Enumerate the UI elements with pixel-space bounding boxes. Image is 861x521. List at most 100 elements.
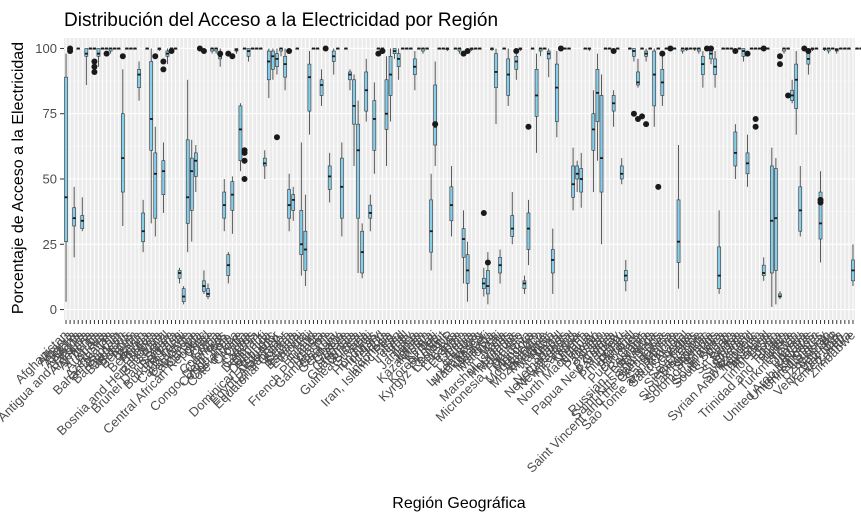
outlier-point — [557, 45, 564, 52]
box — [356, 123, 360, 219]
outlier-point — [667, 45, 674, 52]
box — [599, 95, 604, 193]
box — [676, 199, 681, 263]
box — [185, 139, 190, 224]
y-tick-label: 100 — [35, 41, 57, 56]
box — [262, 157, 267, 167]
outlier-point — [379, 48, 386, 55]
outlier-point — [103, 50, 110, 57]
outlier-point — [91, 68, 98, 75]
box — [461, 228, 466, 258]
box — [348, 71, 352, 81]
outlier-point — [744, 50, 751, 57]
box — [575, 165, 579, 180]
box — [733, 131, 738, 167]
y-axis-title: Porcentaje de Acceso a la Electricidad — [10, 42, 27, 314]
outlier-point — [525, 123, 532, 130]
outlier-point — [480, 209, 487, 216]
outlier-point — [200, 48, 207, 55]
box — [510, 215, 515, 237]
box — [534, 69, 539, 117]
box — [652, 50, 657, 107]
box — [514, 55, 519, 70]
box — [636, 71, 640, 86]
box — [794, 63, 799, 109]
box — [283, 55, 287, 78]
box — [189, 157, 194, 211]
box — [181, 288, 186, 303]
box — [717, 246, 721, 289]
box — [506, 58, 510, 96]
outlier-point — [464, 48, 471, 55]
outlier-point — [67, 48, 74, 55]
box — [818, 191, 823, 240]
box — [96, 48, 101, 57]
box — [149, 61, 154, 151]
outlier-point — [659, 50, 666, 57]
box — [494, 53, 498, 88]
box — [741, 48, 746, 57]
box — [465, 254, 470, 284]
y-tick-label: 50 — [43, 172, 57, 187]
outlier-point — [119, 53, 126, 60]
outlier-point — [785, 92, 792, 99]
outlier-point — [805, 48, 812, 55]
box — [246, 48, 251, 57]
box — [275, 53, 279, 68]
box — [526, 212, 531, 250]
box — [486, 270, 490, 295]
box — [84, 48, 89, 57]
outlier-point — [160, 66, 167, 73]
box — [701, 55, 705, 75]
box — [632, 48, 636, 57]
box — [194, 152, 198, 177]
outlier-point — [217, 50, 224, 57]
outlier-point — [643, 121, 650, 128]
box — [368, 204, 373, 219]
box — [238, 105, 243, 162]
box — [153, 152, 158, 219]
box — [384, 79, 389, 130]
outlier-point — [752, 115, 759, 122]
outlier-point — [241, 176, 248, 182]
box — [591, 113, 596, 151]
box — [761, 264, 766, 276]
box — [619, 165, 624, 180]
box — [327, 165, 332, 190]
box — [352, 79, 356, 125]
box — [709, 50, 713, 60]
outlier-point — [484, 259, 491, 266]
box — [449, 186, 454, 222]
outlier-point — [432, 121, 439, 128]
box — [364, 71, 369, 112]
outlier-point — [241, 149, 248, 156]
box — [396, 53, 401, 68]
box — [161, 160, 166, 195]
box — [522, 280, 527, 289]
box — [72, 207, 76, 227]
outlier-point — [152, 53, 159, 60]
box — [230, 181, 235, 211]
box — [550, 249, 555, 274]
x-axis-title: Región Geográfica — [392, 495, 526, 512]
box — [287, 189, 291, 219]
box — [303, 230, 308, 271]
outlier-point — [91, 58, 98, 65]
box — [433, 84, 437, 146]
box — [571, 165, 575, 198]
box — [388, 55, 393, 96]
box — [372, 100, 377, 151]
outlier-point — [322, 45, 329, 52]
outlier-point — [241, 157, 248, 164]
box — [307, 63, 312, 112]
box — [798, 186, 803, 232]
y-axis: 0 25 50 75 100 — [35, 41, 64, 317]
box — [429, 199, 433, 253]
outlier-point — [610, 48, 617, 55]
box — [291, 194, 296, 211]
box — [319, 79, 324, 96]
outlier-point — [817, 196, 824, 203]
box — [595, 69, 600, 122]
outlier-point — [639, 113, 646, 120]
